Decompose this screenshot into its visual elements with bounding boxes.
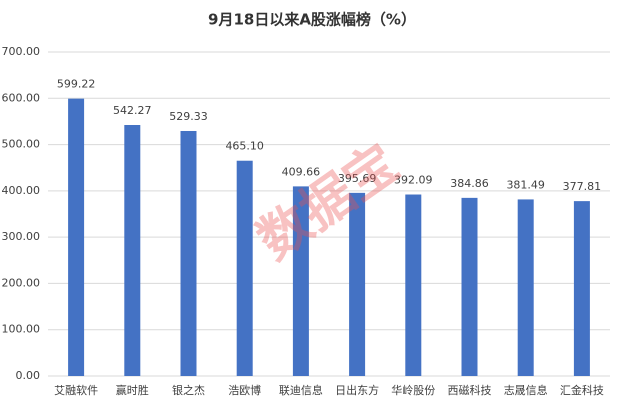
y-tick-label: 0.00 [16, 369, 41, 382]
watermark: 数据宝 [247, 133, 409, 272]
value-label: 392.09 [394, 174, 433, 187]
bar [405, 194, 422, 376]
bar [68, 98, 85, 377]
x-tick-label: 日出东方 [335, 383, 379, 397]
bar [292, 186, 309, 376]
y-tick-label: 200.00 [2, 276, 41, 289]
y-tick-label: 500.00 [2, 138, 41, 151]
bar [573, 201, 590, 376]
value-label: 465.10 [225, 140, 264, 153]
x-tick-label: 银之杰 [172, 383, 205, 397]
bar [517, 199, 534, 376]
x-tick-label: 汇金科技 [560, 383, 604, 397]
y-tick-label: 100.00 [2, 323, 41, 336]
bar [349, 192, 366, 376]
y-tick-label: 600.00 [2, 91, 41, 104]
y-tick-label: 300.00 [2, 230, 41, 243]
value-label: 409.66 [282, 165, 321, 178]
value-label: 529.33 [169, 110, 208, 123]
bar [461, 197, 478, 376]
x-tick-label: 浩欧博 [228, 384, 261, 397]
y-tick-label: 700.00 [2, 45, 41, 58]
x-tick-label: 志晟信息 [504, 383, 548, 397]
value-label: 542.27 [113, 104, 152, 117]
x-tick-label: 艾融软件 [54, 383, 98, 397]
bar [236, 160, 253, 376]
value-label: 395.69 [338, 172, 377, 185]
value-label: 599.22 [57, 78, 96, 91]
x-tick-label: 华岭股份 [391, 383, 435, 397]
x-tick-label: 联迪信息 [279, 383, 323, 397]
chart-title: 9月18日以来A股涨幅榜（%） [208, 11, 416, 29]
bar [180, 130, 197, 376]
x-tick-label: 西磁科技 [448, 383, 492, 397]
value-label: 381.49 [506, 178, 545, 191]
x-tick-label: 赢时胜 [116, 383, 149, 397]
bar [124, 125, 141, 376]
y-tick-label: 400.00 [2, 184, 41, 197]
value-label: 377.81 [563, 180, 602, 193]
value-label: 384.86 [450, 177, 489, 190]
